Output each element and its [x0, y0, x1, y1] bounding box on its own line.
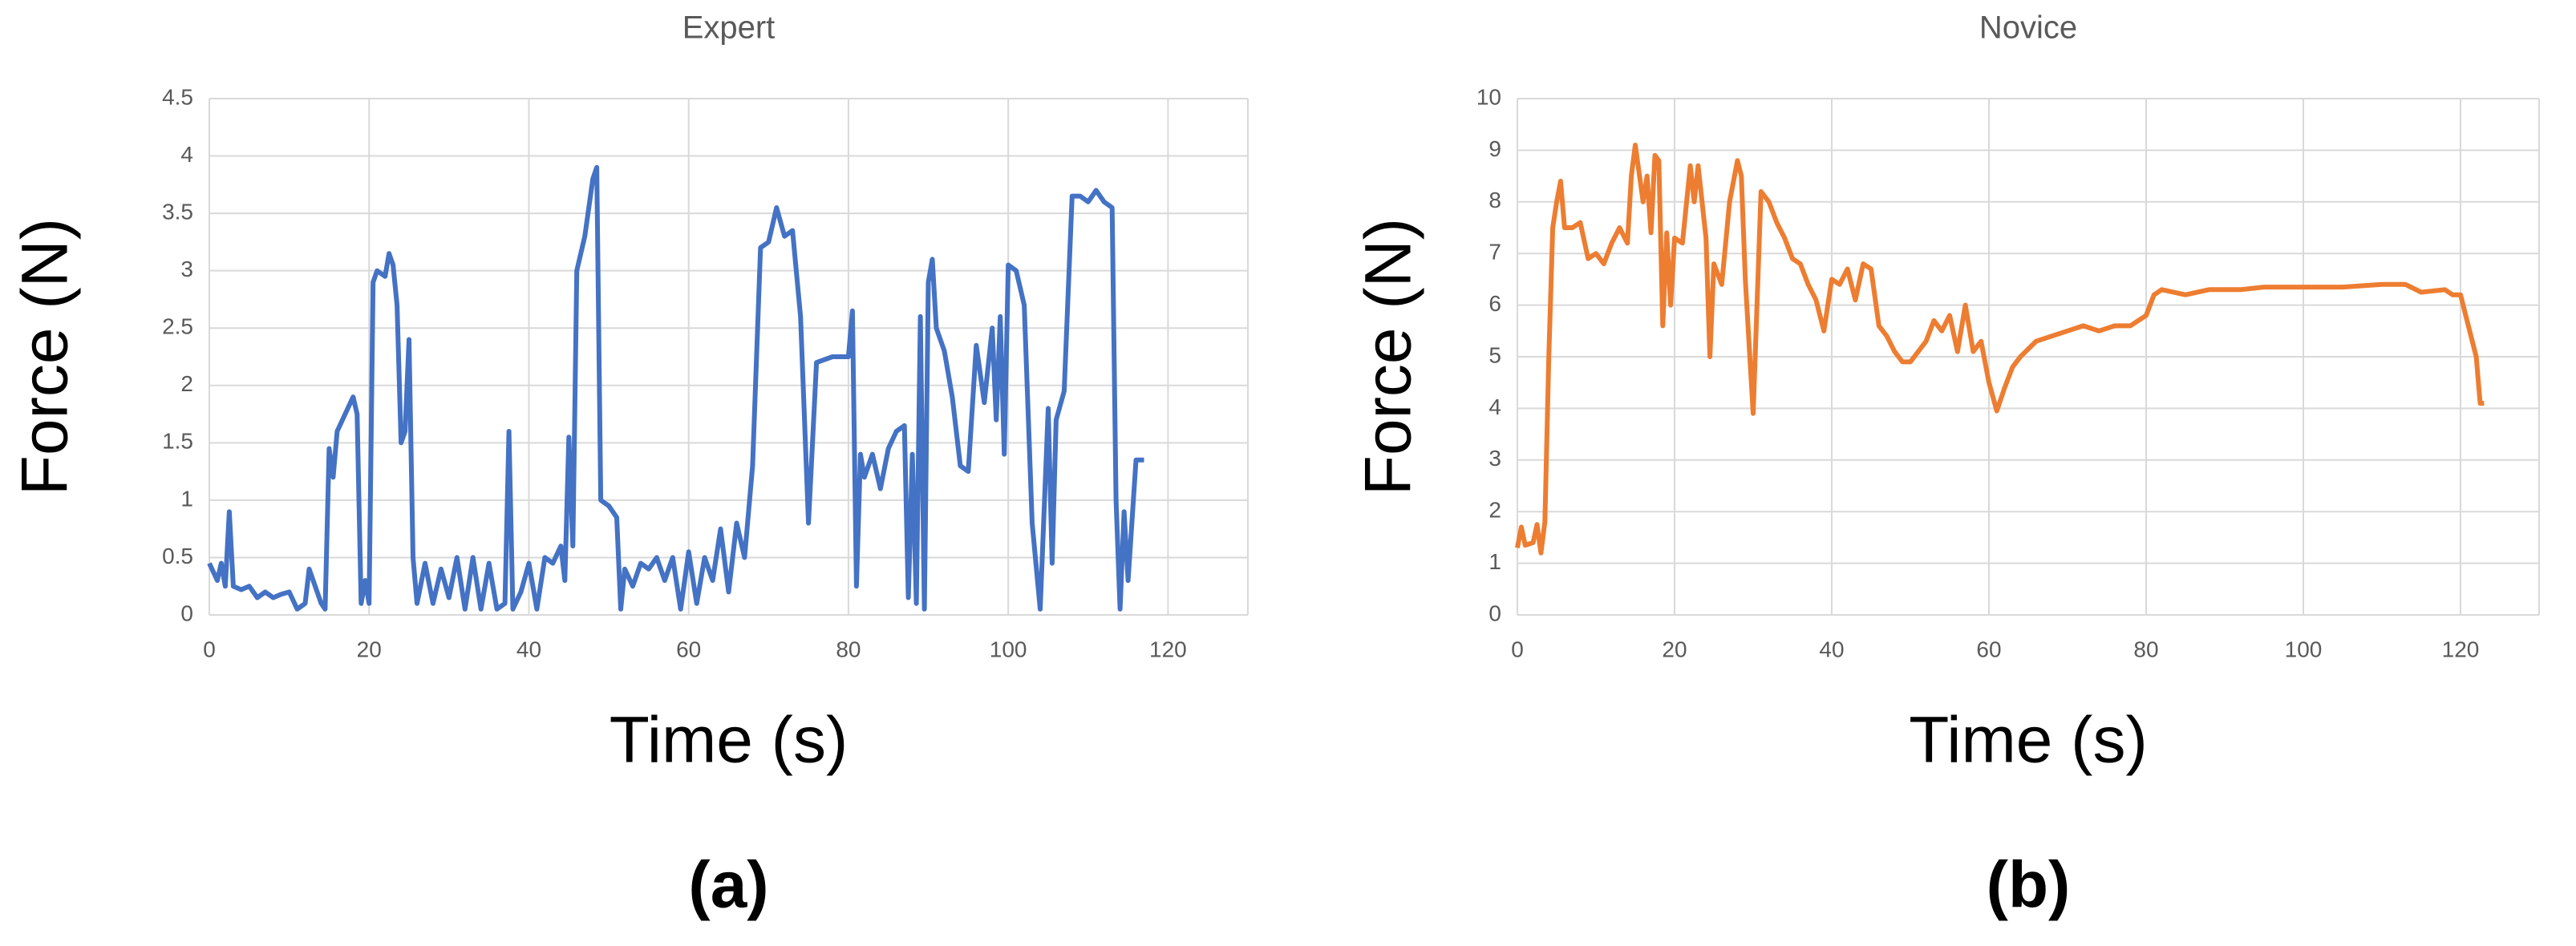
y-tick-label: 1.5 — [162, 429, 193, 454]
panel-label: (b) — [1987, 849, 2071, 922]
y-tick-label: 10 — [1476, 84, 1501, 109]
y-tick-label: 6 — [1488, 291, 1501, 316]
x-tick-label: 60 — [1976, 637, 2001, 661]
x-tick-label: 100 — [2285, 637, 2323, 661]
y-tick-label: 0 — [180, 600, 193, 625]
y-tick-label: 3 — [1488, 446, 1501, 471]
chart-title: Novice — [1979, 10, 2077, 46]
y-tick-label: 0 — [1488, 600, 1501, 625]
data-line — [1515, 143, 2485, 556]
y-tick-label: 5 — [1488, 342, 1501, 367]
y-tick-label: 7 — [1488, 240, 1501, 265]
x-tick-label: 120 — [1149, 637, 1187, 661]
x-tick-label: 80 — [2133, 637, 2158, 661]
x-tick-label: 80 — [836, 637, 861, 661]
chart-title: Expert — [682, 10, 776, 46]
x-tick-label: 20 — [1662, 637, 1687, 661]
y-tick-label: 2 — [1488, 498, 1501, 523]
y-axis-label: Force (N) — [1352, 218, 1425, 495]
x-axis-label: Time (s) — [1909, 704, 2148, 777]
x-tick-label: 20 — [357, 637, 382, 661]
x-tick-label: 40 — [516, 637, 541, 661]
x-axis-label: Time (s) — [610, 704, 849, 777]
y-tick-label: 1 — [180, 486, 193, 511]
y-axis-label: Force (N) — [9, 218, 82, 495]
y-tick-label: 4.5 — [162, 84, 193, 109]
y-tick-label: 3 — [180, 257, 193, 281]
y-tick-label: 9 — [1488, 136, 1501, 161]
y-tick-label: 2.5 — [162, 314, 193, 339]
panel-label: (a) — [688, 849, 768, 922]
x-tick-label: 120 — [2442, 637, 2480, 661]
x-tick-label: 60 — [676, 637, 701, 661]
x-tick-label: 0 — [203, 637, 216, 661]
x-tick-label: 40 — [1819, 637, 1844, 661]
y-tick-label: 2 — [180, 371, 193, 396]
y-tick-label: 1 — [1488, 549, 1501, 574]
y-tick-label: 3.5 — [162, 200, 193, 224]
y-tick-label: 4 — [180, 142, 193, 167]
y-tick-label: 4 — [1488, 394, 1501, 419]
y-tick-label: 8 — [1488, 188, 1501, 212]
y-tick-label: 0.5 — [162, 544, 193, 568]
x-tick-label: 0 — [1511, 637, 1524, 661]
data-line — [207, 164, 1144, 612]
x-tick-label: 100 — [990, 637, 1027, 661]
